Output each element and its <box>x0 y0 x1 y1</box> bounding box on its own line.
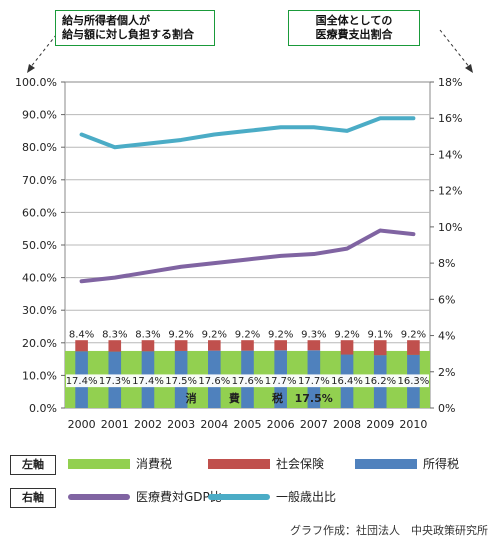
legend-left-axis: 左軸 消費税 社会保険 所得税 <box>10 453 495 475</box>
right-axis-tick-label: 8% <box>438 257 455 270</box>
band-label-consumption-tax: 消 <box>186 391 197 405</box>
data-label-social-insurance: 8.3% <box>102 330 127 341</box>
legend-label-social-insurance: 社会保険 <box>276 457 325 471</box>
right-axis-tick-label: 2% <box>438 366 455 379</box>
legend-label-medical-gdp: 医療費対GDP比 <box>136 490 222 504</box>
band-label-consumption-tax: 費 <box>228 391 240 405</box>
right-axis-tag: 右軸 <box>10 488 56 508</box>
right-axis-tick-label: 14% <box>438 148 462 161</box>
left-axis-tick-label: 10.0% <box>22 369 57 382</box>
social-label-strip <box>66 319 429 341</box>
x-axis-tick-label: 2008 <box>333 418 361 431</box>
data-label-income-tax: 17.7% <box>265 376 297 387</box>
data-label-social-insurance: 9.3% <box>301 330 326 341</box>
right-axis-note: 国全体としての 医療費支出割合 <box>288 10 420 46</box>
x-axis-tick-label: 2007 <box>300 418 328 431</box>
x-axis-tick-label: 2000 <box>68 418 96 431</box>
legend-swatch-general-expenditure <box>208 494 270 500</box>
x-axis-tick-label: 2004 <box>200 418 228 431</box>
line-general-expenditure <box>79 116 416 150</box>
data-label-social-insurance: 9.1% <box>368 330 393 341</box>
income-label-strip <box>66 374 429 388</box>
right-axis-tick-label: 0% <box>438 402 455 415</box>
left-note-arrowhead <box>27 64 35 73</box>
right-axis-tick-label: 18% <box>438 76 462 89</box>
data-label-social-insurance: 9.2% <box>268 330 293 341</box>
right-axis-tick-label: 16% <box>438 112 462 125</box>
data-label-social-insurance: 9.2% <box>168 330 193 341</box>
right-axis-note-text: 国全体としての 医療費支出割合 <box>315 14 393 41</box>
data-label-income-tax: 17.4% <box>132 376 164 387</box>
right-note-arrowhead <box>465 64 473 73</box>
x-axis-tick-label: 2010 <box>399 418 427 431</box>
data-label-income-tax: 16.4% <box>331 376 363 387</box>
left-axis-tag: 左軸 <box>10 455 56 475</box>
data-label-social-insurance: 9.2% <box>235 330 260 341</box>
data-label-income-tax: 17.6% <box>232 376 264 387</box>
data-label-social-insurance: 9.2% <box>202 330 227 341</box>
left-axis-tick-label: 100.0% <box>15 76 57 89</box>
left-axis-tick-label: 30.0% <box>22 304 57 317</box>
legend-label-general-expenditure: 一般歳出比 <box>276 490 337 504</box>
data-label-income-tax: 16.3% <box>398 376 430 387</box>
x-axis-tick-label: 2003 <box>167 418 195 431</box>
left-axis-note-text: 給与所得者個人が 給与額に対し負担する割合 <box>62 14 194 41</box>
right-note-pointer <box>439 29 471 69</box>
data-label-social-insurance: 8.4% <box>69 330 94 341</box>
x-axis-tick-label: 2009 <box>366 418 394 431</box>
data-label-income-tax: 17.4% <box>66 376 98 387</box>
left-axis-tick-label: 90.0% <box>22 109 57 122</box>
right-axis-tick-label: 12% <box>438 185 462 198</box>
data-label-social-insurance: 9.2% <box>334 330 359 341</box>
x-axis-tick-label: 2005 <box>234 418 262 431</box>
right-axis-tick-label: 10% <box>438 221 462 234</box>
left-axis-tick-label: 20.0% <box>22 337 57 350</box>
right-axis-tick-label: 4% <box>438 330 455 343</box>
data-label-social-insurance: 9.2% <box>401 330 426 341</box>
legend-swatch-social-insurance <box>208 459 270 469</box>
legend-swatch-medical-gdp <box>68 494 130 500</box>
data-label-income-tax: 16.2% <box>364 376 396 387</box>
legend-swatch-income-tax <box>355 459 417 469</box>
data-label-income-tax: 17.6% <box>198 376 230 387</box>
left-axis-tick-label: 70.0% <box>22 174 57 187</box>
band-label-consumption-tax: 17.5% <box>295 392 333 405</box>
left-axis-tick-label: 40.0% <box>22 272 57 285</box>
legend-label-income-tax: 所得税 <box>423 457 460 471</box>
chart-credit: グラフ作成：社団法人 中央政策研究所 <box>290 524 488 537</box>
data-label-income-tax: 17.7% <box>298 376 330 387</box>
x-axis-tick-label: 2002 <box>134 418 162 431</box>
right-axis-tick-label: 6% <box>438 293 455 306</box>
legend-right-axis: 右軸 医療費対GDP比 一般歳出比 <box>10 486 495 508</box>
line-medical-gdp <box>79 228 416 284</box>
data-label-income-tax: 17.3% <box>99 376 131 387</box>
left-axis-tick-label: 60.0% <box>22 206 57 219</box>
legend-label-consumption-tax: 消費税 <box>136 457 173 471</box>
legend-swatch-consumption-tax <box>68 459 130 469</box>
band-label-consumption-tax: 税 <box>272 391 283 405</box>
x-axis-tick-label: 2006 <box>267 418 295 431</box>
x-axis-tick-label: 2001 <box>101 418 129 431</box>
left-axis-tick-label: 0.0% <box>29 402 57 415</box>
data-label-income-tax: 17.5% <box>165 376 197 387</box>
data-label-social-insurance: 8.3% <box>135 330 160 341</box>
left-axis-tick-label: 80.0% <box>22 141 57 154</box>
left-axis-note: 給与所得者個人が 給与額に対し負担する割合 <box>55 10 215 46</box>
left-axis-tick-label: 50.0% <box>22 239 57 252</box>
